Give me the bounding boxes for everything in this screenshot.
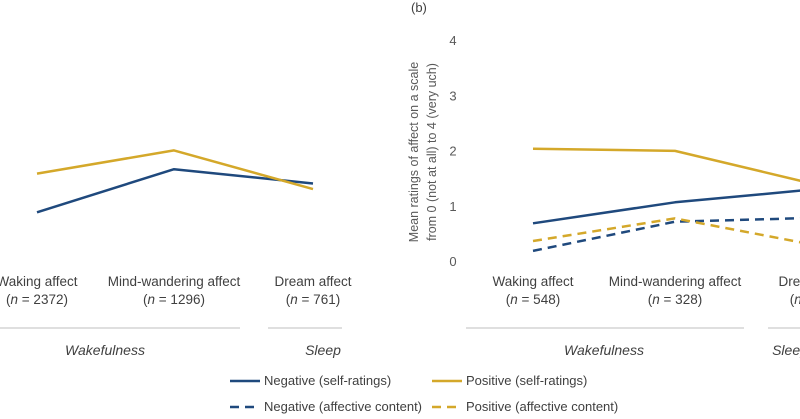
y-tick-label: 4: [449, 33, 456, 48]
series-line: [532, 217, 800, 253]
series-line: [532, 189, 800, 225]
group-label: Sleep: [772, 342, 800, 358]
chart-marks: Waking affect (n = 2372) Mind-wandering af…: [0, 33, 800, 414]
category-n-label: (n = 328): [648, 292, 702, 307]
category-label: Dream affect: [274, 274, 351, 289]
category-label: Dream affect: [778, 274, 800, 289]
series-line: [532, 217, 800, 244]
category-n-label: (n = 1296): [143, 292, 205, 307]
legend-label: Positive (self-ratings): [466, 373, 587, 388]
series-line: [36, 149, 314, 191]
group-label: Wakefulness: [564, 342, 644, 358]
group-label: Sleep: [305, 342, 341, 358]
category-n-label: (n = 2372): [6, 292, 68, 307]
legend-label: Negative (affective content): [264, 399, 422, 414]
category-label: Waking affect: [0, 274, 78, 289]
category-n-label: (n = 761): [286, 292, 340, 307]
category-label: Waking affect: [492, 274, 573, 289]
panel-b-label: (b): [411, 0, 427, 15]
category-label: Mind-wandering affect: [609, 274, 742, 289]
legend-label: Positive (affective content): [466, 399, 618, 414]
y-axis-title-line1: Mean ratings of affect on a scale: [407, 62, 421, 242]
y-tick-label: 2: [449, 144, 456, 159]
group-label: Wakefulness: [65, 342, 145, 358]
legend-label: Negative (self-ratings): [264, 373, 391, 388]
series-line: [532, 147, 800, 182]
series-line: [36, 167, 314, 214]
y-tick-label: 0: [449, 254, 456, 269]
y-tick-label: 1: [449, 199, 456, 214]
category-n-label: (n = 548): [506, 292, 560, 307]
y-tick-label: 3: [449, 88, 456, 103]
category-n-label: (n = 147): [790, 292, 800, 307]
y-axis-title-line2: from 0 (not at all) to 4 (very uch): [425, 63, 439, 241]
category-label: Mind-wandering affect: [108, 274, 241, 289]
